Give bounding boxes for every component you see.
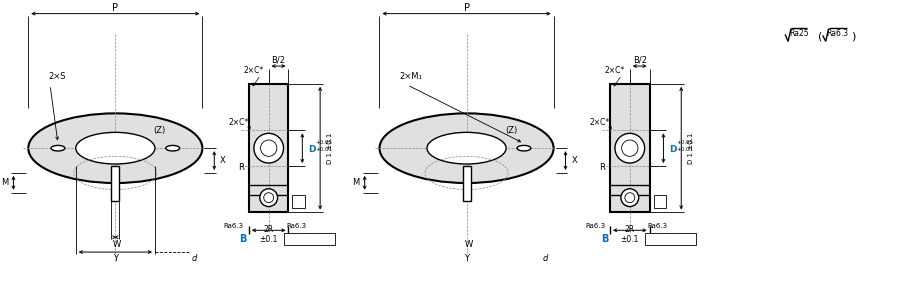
- Text: 0.02: 0.02: [298, 235, 315, 244]
- Text: +0.01: +0.01: [676, 147, 693, 152]
- Bar: [645, 233, 696, 245]
- Text: 2×C*: 2×C*: [243, 65, 264, 75]
- Text: d: d: [543, 255, 548, 263]
- Text: 2R: 2R: [264, 225, 274, 234]
- Text: 2×C*: 2×C*: [605, 65, 625, 75]
- Text: D: D: [309, 145, 316, 154]
- Text: Ra6.3: Ra6.3: [648, 223, 667, 229]
- Text: X: X: [571, 156, 577, 165]
- Text: ⊥: ⊥: [286, 234, 295, 244]
- Ellipse shape: [75, 132, 155, 164]
- Text: 0.02: 0.02: [659, 235, 675, 244]
- Text: M: M: [353, 178, 360, 187]
- Text: Ra25: Ra25: [789, 29, 809, 38]
- Bar: [463, 166, 471, 201]
- Text: 2R: 2R: [624, 225, 635, 234]
- Text: Ra6.3: Ra6.3: [224, 223, 244, 229]
- Circle shape: [254, 133, 283, 163]
- Text: D 1 ±0.1: D 1 ±0.1: [327, 133, 333, 164]
- Bar: [283, 233, 335, 245]
- Text: ⊥: ⊥: [648, 234, 656, 244]
- Text: X: X: [221, 156, 226, 165]
- Ellipse shape: [29, 113, 203, 183]
- Text: Ra6.3: Ra6.3: [826, 29, 849, 38]
- Text: R: R: [238, 163, 244, 173]
- Text: d: d: [192, 255, 197, 263]
- Text: D: D: [669, 145, 677, 154]
- Text: W: W: [465, 240, 473, 249]
- Bar: [248, 84, 289, 213]
- Text: 2×C*: 2×C*: [229, 118, 248, 127]
- Text: (: (: [818, 31, 823, 41]
- Text: B/2: B/2: [632, 56, 647, 65]
- Text: Ra6.3: Ra6.3: [286, 223, 307, 229]
- Text: ±0.1: ±0.1: [620, 235, 639, 244]
- Text: M: M: [1, 178, 8, 187]
- Circle shape: [621, 189, 639, 207]
- Text: +0.05: +0.05: [676, 140, 693, 145]
- Text: ±0.1: ±0.1: [259, 235, 277, 244]
- Text: A: A: [684, 235, 690, 244]
- Circle shape: [260, 189, 277, 207]
- Ellipse shape: [379, 113, 553, 183]
- Text: B/2: B/2: [272, 56, 285, 65]
- Bar: [111, 166, 119, 201]
- Ellipse shape: [427, 132, 506, 164]
- Text: ): ): [851, 31, 856, 41]
- Text: D 1 ±0.1: D 1 ±0.1: [688, 133, 694, 164]
- Text: (Z): (Z): [153, 126, 166, 135]
- Text: B: B: [239, 234, 247, 244]
- Text: R: R: [599, 163, 605, 173]
- Ellipse shape: [517, 145, 531, 151]
- Text: (Z): (Z): [505, 126, 518, 135]
- Text: Y: Y: [464, 255, 469, 263]
- Bar: [610, 84, 649, 213]
- Bar: [292, 195, 305, 207]
- Text: 2×M₁: 2×M₁: [399, 73, 422, 81]
- Text: 2×C*: 2×C*: [589, 118, 610, 127]
- Text: A: A: [296, 197, 301, 206]
- Text: P: P: [112, 3, 118, 13]
- Ellipse shape: [166, 145, 179, 151]
- Text: +0.05: +0.05: [315, 140, 332, 145]
- Circle shape: [615, 133, 645, 163]
- Text: P: P: [464, 3, 469, 13]
- Text: 2×S: 2×S: [48, 73, 65, 81]
- Text: +0.01: +0.01: [315, 147, 332, 152]
- Text: Y: Y: [113, 255, 118, 263]
- Text: Ra6.3: Ra6.3: [585, 223, 605, 229]
- Ellipse shape: [51, 145, 65, 151]
- Bar: [654, 195, 666, 207]
- Text: A: A: [658, 197, 663, 206]
- Text: B: B: [601, 234, 608, 244]
- Text: W: W: [113, 240, 121, 249]
- Text: A: A: [324, 235, 328, 244]
